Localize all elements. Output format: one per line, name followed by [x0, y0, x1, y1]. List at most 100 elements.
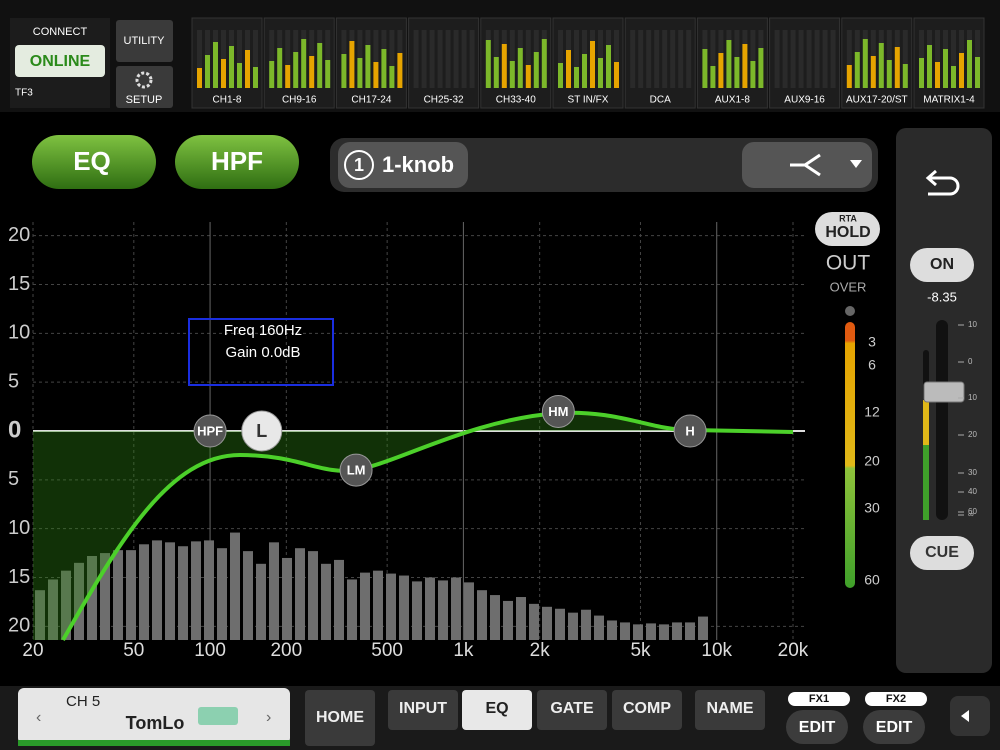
mini-meter	[229, 46, 234, 88]
fx-edit-button[interactable]	[786, 710, 848, 744]
channel-box[interactable]	[18, 688, 290, 744]
mini-meter	[742, 44, 748, 88]
bank-button[interactable]	[335, 17, 407, 109]
rta-bar	[35, 590, 45, 640]
mini-meter	[245, 50, 250, 88]
utility-button[interactable]	[116, 20, 173, 62]
mini-meter-bg	[429, 30, 435, 88]
bank-button[interactable]	[191, 17, 263, 109]
mini-meter	[373, 62, 379, 88]
mini-meter	[862, 39, 868, 88]
band-handle[interactable]	[241, 410, 283, 452]
tab-button[interactable]	[612, 690, 682, 730]
mini-meter	[349, 41, 355, 88]
rta-bar	[295, 548, 305, 640]
mini-meter-bg	[525, 30, 531, 88]
bank-button[interactable]	[408, 17, 480, 109]
eq-toggle-text: EQ	[73, 146, 111, 176]
bank-button[interactable]	[480, 17, 552, 109]
rta-bar	[360, 572, 370, 640]
mode-label: 1-knob	[382, 152, 454, 177]
x-tick-label: 20	[22, 640, 43, 661]
channel-name: TomLo	[126, 713, 185, 733]
device-name: TF3	[15, 88, 33, 99]
more-button[interactable]	[950, 696, 990, 736]
tab-label: COMP	[623, 700, 671, 717]
mini-meter-bg	[445, 30, 451, 88]
prev-arrow[interactable]: ‹	[36, 709, 41, 726]
mini-meter	[253, 67, 258, 88]
fader-knob[interactable]	[923, 381, 965, 403]
bank-row: CH1-8 CH9-16 CH17-24 CH25-32 CH33-40 ST IN/FX…	[191, 17, 985, 109]
band-handle[interactable]	[673, 414, 707, 448]
bank-button[interactable]	[696, 17, 768, 109]
mini-meter-bg	[774, 30, 780, 88]
mini-meter	[846, 65, 852, 88]
eq-toggle[interactable]	[32, 135, 156, 189]
mini-meter	[878, 43, 884, 88]
rta-bar	[243, 551, 253, 640]
bank-button[interactable]	[913, 17, 985, 109]
mini-meter-bg	[325, 30, 331, 88]
mini-meter-bg	[654, 30, 660, 88]
cue-button[interactable]	[910, 536, 974, 570]
mini-meter-bg	[413, 30, 419, 88]
on-button[interactable]	[910, 248, 974, 282]
mini-meter	[389, 66, 395, 88]
fx-edit-button[interactable]	[863, 710, 925, 744]
mini-meter-bg	[686, 30, 692, 88]
fx-label-bg	[865, 692, 927, 706]
tab-button[interactable]	[695, 690, 765, 730]
bank-button[interactable]	[552, 17, 624, 109]
x-tick-label: 50	[123, 640, 144, 661]
setup-text: SETUP	[126, 94, 163, 106]
mini-meter-bg	[237, 30, 242, 88]
dropdown-arrow	[850, 160, 862, 168]
rta-bar	[568, 612, 578, 640]
x-tick-label: 10k	[701, 640, 732, 661]
rta-bar	[230, 532, 240, 640]
fader-scale-label: 10	[968, 393, 977, 402]
mini-meter-bg	[662, 30, 668, 88]
tab-button[interactable]	[462, 690, 532, 730]
mini-meter	[726, 40, 732, 88]
mini-meter	[525, 65, 531, 88]
bank-button[interactable]	[769, 17, 841, 109]
rta-hold-button[interactable]	[815, 212, 880, 246]
mini-meter	[927, 45, 932, 88]
bank-button[interactable]	[624, 17, 696, 109]
mini-meter	[951, 66, 956, 88]
online-button[interactable]	[15, 45, 105, 77]
mini-meter	[197, 68, 202, 88]
mini-meter-bg	[951, 30, 956, 88]
rta-bar	[607, 620, 617, 640]
back-icon[interactable]	[925, 169, 960, 196]
tab-button[interactable]	[388, 690, 458, 730]
band-handle[interactable]	[339, 453, 373, 487]
tab-button[interactable]	[537, 690, 607, 730]
mini-meter-bg	[798, 30, 804, 88]
rta-bar	[451, 577, 461, 640]
mode-number: 1	[354, 155, 364, 175]
out-meter	[845, 322, 855, 588]
band-handle[interactable]	[541, 394, 575, 428]
x-tick-label: 200	[270, 640, 302, 661]
tab-button[interactable]	[305, 690, 375, 746]
hpf-toggle[interactable]	[175, 135, 299, 189]
x-tick-label: 500	[371, 640, 403, 661]
mini-meter-bg	[935, 30, 940, 88]
mini-meter-bg	[710, 30, 716, 88]
next-arrow[interactable]: ›	[266, 709, 271, 726]
rta-bar	[256, 563, 266, 640]
rta-bar	[581, 609, 591, 640]
bank-button[interactable]	[263, 17, 335, 109]
mode-button[interactable]	[338, 142, 468, 188]
rta-bar	[529, 603, 539, 640]
rta-bar	[113, 550, 123, 640]
band-handle[interactable]	[193, 414, 227, 448]
rta-bar	[61, 570, 71, 640]
bank-button[interactable]	[841, 17, 913, 109]
mini-meter	[293, 52, 299, 88]
meter-scale-label: 12	[864, 404, 880, 420]
y-tick-label: 5	[8, 468, 19, 490]
